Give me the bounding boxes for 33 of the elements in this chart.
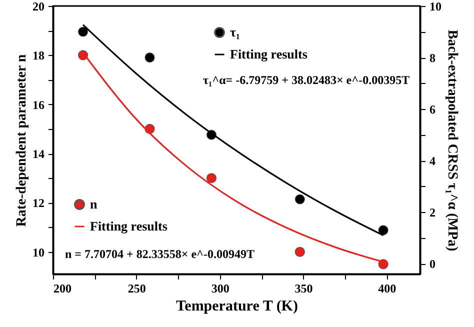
y-axis-title: Rate-dependent parameter n (14, 54, 30, 227)
point (206, 173, 217, 184)
y-tick-label: 18 (32, 48, 44, 63)
legend-label: n (90, 196, 98, 212)
point (378, 259, 388, 270)
annotation: n = 7.70704 + 82.33558× e^-0.00949T (65, 247, 254, 261)
point (294, 194, 305, 204)
x-tick-label: 200 (54, 282, 72, 296)
y2-axis-title: Back-extrapolated CRSS τ₁^α (MPa) (444, 30, 460, 252)
y-tick-label: 14 (32, 147, 44, 162)
point (78, 26, 88, 37)
annotation: τ₁^α= -6.79759 + 38.02483× e^-0.00395T (203, 73, 410, 87)
y2-tick-label: 2 (430, 206, 436, 220)
legend-label: Fitting results (230, 46, 308, 62)
legend-label: Fitting results (90, 218, 168, 234)
y-tick-label: 16 (32, 98, 44, 112)
x-tick-label: 400 (378, 282, 396, 296)
legend-label: τ₁ (230, 24, 240, 40)
y2-tick-label: 10 (430, 0, 442, 14)
y-tick-label: 12 (32, 196, 44, 210)
x-tick-label: 250 (128, 282, 146, 296)
point (294, 246, 305, 257)
x-axis-title: Temperature T (K) (176, 298, 298, 314)
y2-tick-label: 8 (430, 51, 436, 66)
x-tick-label: 300 (211, 282, 230, 296)
x-tick-label: 350 (294, 282, 313, 296)
y2-tick-label: 6 (430, 102, 436, 117)
point (144, 52, 155, 63)
y-tick-label: 10 (32, 245, 44, 260)
y2-tick-label: 0 (430, 257, 436, 272)
y-tick-label: 20 (32, 0, 44, 14)
y2-tick-label: 4 (430, 154, 436, 168)
point (378, 225, 388, 236)
